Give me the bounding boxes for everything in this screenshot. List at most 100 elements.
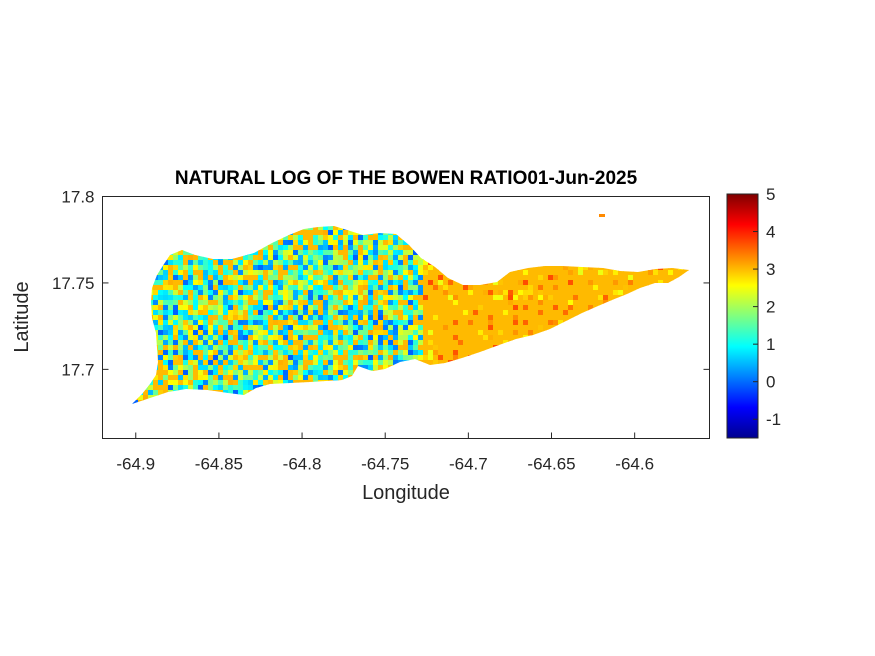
heatmap-cell: [278, 245, 284, 251]
heatmap-cell: [313, 285, 319, 291]
heatmap-cell: [178, 385, 184, 391]
heatmap-cell: [253, 260, 259, 266]
heatmap-cell: [403, 310, 409, 316]
heatmap-cell: [648, 270, 654, 276]
heatmap-cell: [233, 325, 239, 331]
heatmap-cell: [343, 375, 349, 381]
heatmap-cell: [408, 310, 414, 316]
heatmap-cell: [158, 270, 164, 276]
heatmap-cell: [378, 310, 384, 316]
heatmap-cell: [298, 250, 304, 256]
heatmap-cell: [643, 270, 649, 276]
heatmap-cell: [328, 315, 334, 321]
heatmap-cell: [403, 295, 409, 301]
heatmap-cell: [368, 345, 374, 351]
heatmap-cell: [208, 335, 214, 341]
heatmap-cell: [183, 335, 189, 341]
heatmap-cell: [348, 290, 354, 296]
heatmap-cell: [173, 330, 179, 336]
heatmap-cell: [563, 315, 569, 321]
heatmap-cell: [328, 270, 334, 276]
heatmap-cell: [588, 280, 594, 286]
heatmap-cell: [468, 320, 474, 326]
heatmap-cell: [248, 380, 254, 386]
colorbar-gradient: [726, 193, 759, 439]
heatmap-cell: [193, 380, 199, 386]
heatmap-cell: [583, 265, 589, 271]
heatmap-cell: [193, 355, 199, 361]
heatmap-cell: [538, 310, 544, 316]
heatmap-cell: [438, 345, 444, 351]
heatmap-cell: [228, 275, 234, 281]
heatmap-cell: [293, 335, 299, 341]
heatmap-cell: [388, 345, 394, 351]
heatmap-cell: [343, 360, 349, 366]
heatmap-cell: [163, 260, 169, 266]
heatmap-cell: [408, 270, 414, 276]
x-tick-label: -64.75: [361, 455, 409, 474]
heatmap-cell: [258, 375, 264, 381]
heatmap-cell: [268, 340, 274, 346]
heatmap-cell: [473, 315, 479, 321]
heatmap-cell: [498, 295, 504, 301]
heatmap-cell: [268, 355, 274, 361]
heatmap-cell: [553, 290, 559, 296]
heatmap-cell: [188, 260, 194, 266]
heatmap-cell: [463, 330, 469, 336]
heatmap-cell: [273, 310, 279, 316]
heatmap-cell: [198, 330, 204, 336]
heatmap-cell: [313, 325, 319, 331]
heatmap-cell: [178, 335, 184, 341]
heatmap-cell: [398, 340, 404, 346]
heatmap-cell: [523, 295, 529, 301]
heatmap-cell: [448, 345, 454, 351]
heatmap-cell: [218, 355, 224, 361]
heatmap-cell: [368, 240, 374, 246]
heatmap-cell: [388, 310, 394, 316]
heatmap-cell: [543, 315, 549, 321]
heatmap-cell: [508, 290, 514, 296]
heatmap-cell: [383, 350, 389, 356]
heatmap-cell: [218, 260, 224, 266]
heatmap-cell: [223, 300, 229, 306]
heatmap-cell: [463, 340, 469, 346]
heatmap-cell: [248, 285, 254, 291]
heatmap-cell: [358, 245, 364, 251]
heatmap-cell: [398, 310, 404, 316]
heatmap-cell: [553, 315, 559, 321]
heatmap-cell: [403, 305, 409, 311]
heatmap-cell: [253, 275, 259, 281]
heatmap-cell: [168, 295, 174, 301]
heatmap-cell: [313, 235, 319, 241]
heatmap-cell: [303, 245, 309, 251]
heatmap-cell: [518, 275, 524, 281]
heatmap-cell: [288, 270, 294, 276]
heatmap-cell: [458, 295, 464, 301]
heatmap-cell: [333, 270, 339, 276]
heatmap-cell: [288, 365, 294, 371]
heatmap-cell: [403, 345, 409, 351]
heatmap-cell: [318, 335, 324, 341]
heatmap-cell: [213, 305, 219, 311]
heatmap-cell: [158, 275, 164, 281]
heatmap-cell: [323, 230, 329, 236]
heatmap-cell: [268, 360, 274, 366]
heatmap-cell: [303, 280, 309, 286]
heatmap-cell: [343, 315, 349, 321]
heatmap-cell: [388, 280, 394, 286]
heatmap-cell: [378, 275, 384, 281]
heatmap-cell: [548, 305, 554, 311]
heatmap-cell: [183, 320, 189, 326]
heatmap-cell: [448, 305, 454, 311]
heatmap-cell: [263, 295, 269, 301]
heatmap-cell: [298, 365, 304, 371]
heatmap-cell: [243, 380, 249, 386]
heatmap-cell: [408, 245, 414, 251]
heatmap-cell: [258, 345, 264, 351]
heatmap-cell: [313, 335, 319, 341]
heatmap-cell: [223, 330, 229, 336]
heatmap-cell: [298, 245, 304, 251]
heatmap-cell: [198, 305, 204, 311]
heatmap-cell: [573, 265, 579, 271]
heatmap-cell: [568, 275, 574, 281]
